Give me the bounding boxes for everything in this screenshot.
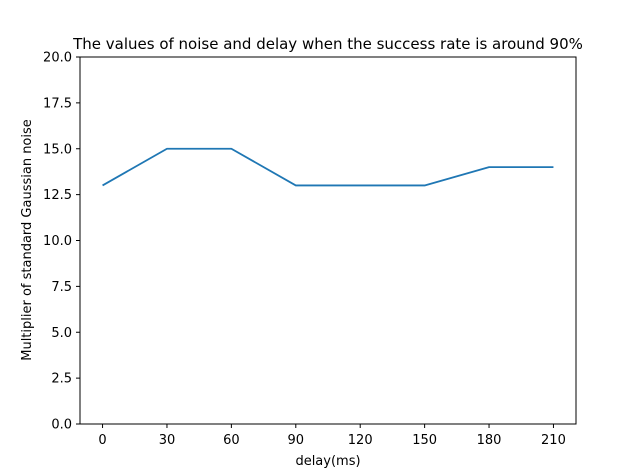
series-layer — [102, 147, 554, 187]
y-tick-label: 5.0 — [51, 326, 72, 341]
y-tick-label: 0.0 — [51, 418, 72, 433]
x-axis: 0 30 60 90 120 150 180 210 — [98, 424, 566, 448]
y-tick-label: 7.5 — [51, 280, 72, 295]
chart-title: The values of noise and delay when the s… — [72, 35, 583, 53]
x-tick-label: 120 — [348, 433, 373, 448]
x-tick-label: 30 — [159, 433, 176, 448]
y-axis: 0.0 2.5 5.0 7.5 10.0 12.5 15.0 17.5 20.0 — [43, 51, 80, 433]
x-tick-label: 0 — [98, 433, 106, 448]
series-line — [102, 147, 554, 187]
x-tick-label: 60 — [223, 433, 240, 448]
x-tick-label: 150 — [412, 433, 437, 448]
y-tick-label: 17.5 — [43, 96, 72, 111]
x-tick-label: 210 — [541, 433, 566, 448]
y-tick-label: 10.0 — [43, 234, 72, 249]
x-tick-label: 90 — [288, 433, 305, 448]
x-tick-label: 180 — [477, 433, 502, 448]
y-tick-label: 12.5 — [43, 188, 72, 203]
y-tick-label: 20.0 — [43, 51, 72, 66]
y-axis-title: Multiplier of standard Gaussian noise — [20, 119, 35, 361]
y-tick-label: 2.5 — [51, 372, 72, 387]
y-tick-label: 15.0 — [43, 142, 72, 157]
x-axis-title: delay(ms) — [295, 454, 360, 469]
